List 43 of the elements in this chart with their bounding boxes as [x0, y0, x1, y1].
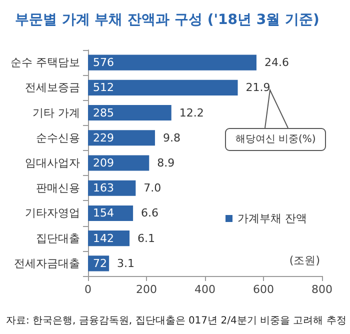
x-tick-label: 600 [253, 283, 274, 296]
bar [88, 54, 256, 70]
y-tick-label: 판매신용 [36, 182, 80, 195]
y-tick-label: 전세자금대출 [14, 256, 80, 270]
y-tick-label: 기타 가계 [32, 106, 80, 120]
y-tick-label: 전세보증금 [25, 81, 80, 94]
data-label: 154 [93, 206, 114, 220]
y-tick-label: 순수 주택담보 [10, 56, 80, 70]
annotation: 24.6 [264, 56, 289, 70]
data-label: 512 [93, 81, 114, 94]
bar [88, 205, 134, 222]
bar [88, 104, 172, 121]
y-tick-label: 기타자영업 [25, 206, 80, 220]
x-tick-label: 0 [84, 283, 92, 296]
annotation: 7.0 [144, 182, 162, 195]
y-tick-label: 임대사업자 [25, 156, 80, 170]
legend-label: 가계부채 잔액 [238, 212, 308, 225]
x-tick-label: 200 [136, 283, 157, 296]
data-label: 163 [93, 182, 114, 195]
annotation: 3.1 [117, 256, 135, 270]
annotation: 8.9 [157, 156, 175, 170]
text: 자료: 한국은행, 금융감독원, 집단대출은 017년 2/4분기 비중을 고려해 추정 [6, 316, 346, 326]
bar [88, 155, 150, 171]
data-label: 576 [93, 56, 114, 70]
annotation: 6.1 [138, 232, 156, 245]
bar [88, 130, 155, 146]
x-tick-label: 400 [194, 283, 216, 296]
data-label: 142 [93, 232, 114, 245]
chart-title: 부문별 가계 부채 잔액과 구성 ('18년 3월 기준) [15, 12, 320, 28]
annotation: 해당여신 비중(%) [235, 134, 316, 145]
annotation: 21.9 [246, 81, 270, 94]
data-label: 285 [93, 106, 114, 120]
annotation: 6.6 [141, 206, 159, 220]
x-tick-label: 800 [312, 283, 332, 296]
data-label: 229 [93, 131, 114, 144]
annotation: 12.2 [179, 106, 204, 120]
x-axis-title: (조원) [289, 254, 320, 267]
y-tick-label: 집단대출 [36, 232, 80, 245]
bar [88, 80, 238, 96]
data-label: 209 [93, 156, 114, 170]
annotation: 9.8 [162, 131, 180, 144]
data-label: 72 [93, 256, 107, 270]
y-tick-label: 순수신용 [36, 131, 80, 144]
